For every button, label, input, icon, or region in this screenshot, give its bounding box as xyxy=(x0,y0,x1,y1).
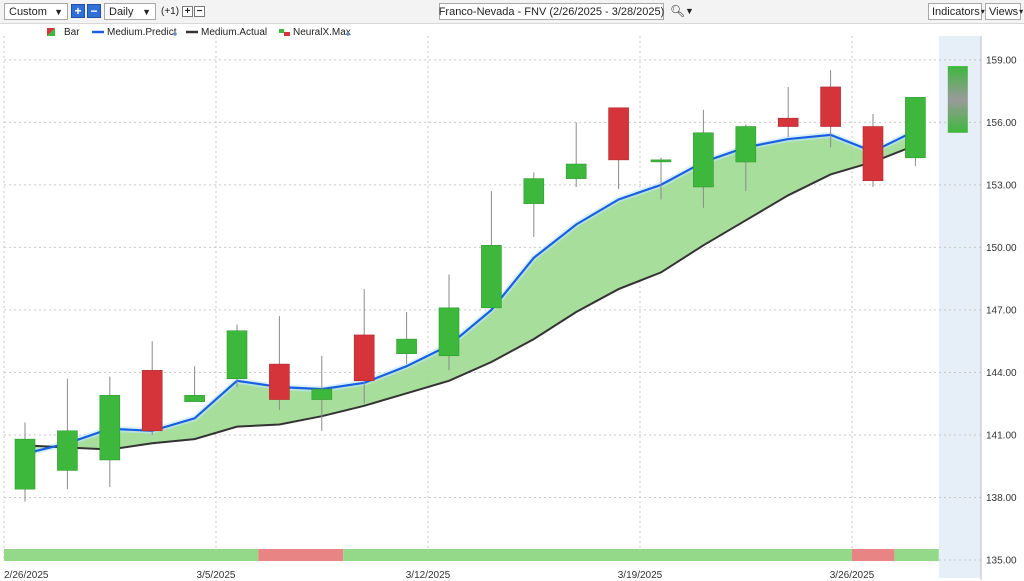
plus-icon: + xyxy=(184,5,191,17)
candle-body xyxy=(311,388,333,400)
bar-legend-icon-down xyxy=(47,28,55,36)
views-button[interactable]: Views ▾ xyxy=(985,3,1024,20)
views-label: Views xyxy=(989,5,1019,18)
candle-body xyxy=(905,97,926,159)
candle-body xyxy=(693,132,714,188)
candle-body xyxy=(481,245,502,309)
price-chart[interactable]: 159.00 156.00 153.00 150.00 147.00 144.00 141.… xyxy=(0,24,1024,581)
candle-body xyxy=(141,370,163,432)
legend-item-actual[interactable]: Medium.Actual xyxy=(186,27,267,38)
axes: 159.00 156.00 153.00 150.00 147.00 144.00 141.… xyxy=(4,36,1017,581)
period-select[interactable]: Custom ▼ xyxy=(4,3,68,20)
spread-fill xyxy=(25,130,916,454)
candle-body xyxy=(565,163,587,179)
actual-line xyxy=(24,144,916,451)
spread-area xyxy=(25,130,916,454)
settings-dot-icon[interactable] xyxy=(173,32,177,36)
y-tick-label: 144.00 xyxy=(986,368,1017,379)
candle-body xyxy=(184,395,205,402)
candle-body xyxy=(99,395,121,461)
offset-increase-button[interactable]: + xyxy=(182,6,193,17)
interval-select-value: Daily xyxy=(109,5,134,18)
legend-item-bar[interactable]: Bar xyxy=(47,27,80,38)
y-tick-label: 153.00 xyxy=(986,180,1017,191)
neural-legend-icon xyxy=(279,29,284,33)
candle-body xyxy=(14,438,36,490)
chevron-down-icon: ▾ xyxy=(980,7,985,16)
minus-icon: − xyxy=(90,4,98,18)
x-tick-label: 3/19/2025 xyxy=(618,570,663,581)
candle-body xyxy=(777,117,799,127)
toolbar: Custom ▼ + − Daily ▼ (+1) + − Franco-Nev… xyxy=(0,0,1024,24)
chevron-down-icon: ▼ xyxy=(142,6,151,17)
y-tick-label: 150.00 xyxy=(986,243,1017,254)
candles xyxy=(14,66,968,502)
candle-body xyxy=(396,338,417,354)
signal-segment xyxy=(894,549,939,561)
candle-body xyxy=(735,126,757,163)
chevron-down-icon: ▾ xyxy=(1019,7,1024,16)
neural-legend-icon-down xyxy=(284,32,290,36)
legend-label-bar: Bar xyxy=(64,27,80,38)
predict-line xyxy=(24,129,916,455)
x-tick-label: 3/26/2025 xyxy=(830,570,875,581)
zoom-in-button[interactable]: + xyxy=(71,4,85,18)
candle-body xyxy=(523,178,545,204)
zoom-out-button[interactable]: − xyxy=(87,4,101,18)
offset-decrease-button[interactable]: − xyxy=(194,6,205,17)
indicator-lines xyxy=(24,128,917,457)
signal-segment xyxy=(258,549,344,561)
x-tick-label: 3/12/2025 xyxy=(406,570,451,581)
signal-segment xyxy=(852,549,895,561)
legend-item-neural[interactable]: NeuralX.Max xyxy=(279,27,351,38)
candle-body xyxy=(650,159,672,163)
y-tick-label: 156.00 xyxy=(986,118,1017,129)
offset-label: (+1) xyxy=(161,6,180,17)
y-tick-label: 141.00 xyxy=(986,430,1017,441)
candle-body xyxy=(226,330,248,379)
interval-select[interactable]: Daily ▼ xyxy=(104,3,156,20)
minus-icon: − xyxy=(196,5,203,17)
indicators-button[interactable]: Indicators ▾ xyxy=(928,3,985,20)
legend-label-actual: Medium.Actual xyxy=(201,27,267,38)
candle-body xyxy=(438,307,460,357)
candle-body xyxy=(353,334,375,382)
candle-body xyxy=(820,86,841,127)
signal-segment xyxy=(4,549,259,561)
candle-body xyxy=(862,126,884,182)
plus-icon: + xyxy=(74,4,82,18)
search-icon[interactable]: 🔍︎ xyxy=(670,4,686,18)
y-tick-label: 138.00 xyxy=(986,493,1017,504)
y-tick-label: 159.00 xyxy=(986,55,1017,66)
y-tick-label: 135.00 xyxy=(986,556,1017,567)
chart-grid xyxy=(3,36,981,561)
candle-body xyxy=(269,363,290,400)
signal-segment xyxy=(343,549,852,561)
candle-body xyxy=(57,430,78,471)
chevron-down-icon: ▼ xyxy=(54,6,63,17)
chart-title: Franco-Nevada - FNV (2/26/2025 - 3/28/20… xyxy=(438,5,665,18)
settings-dot-icon[interactable] xyxy=(346,32,350,36)
x-tick-label: 3/5/2025 xyxy=(197,570,236,581)
chart-legend: Bar Medium.Predict Medium.Actual NeuralX… xyxy=(47,27,351,38)
legend-label-neural: NeuralX.Max xyxy=(293,27,351,38)
symbol-title-field[interactable]: Franco-Nevada - FNV (2/26/2025 - 3/28/20… xyxy=(439,3,664,20)
y-tick-label: 147.00 xyxy=(986,305,1017,316)
candle-body xyxy=(608,107,629,161)
forecast-candle xyxy=(947,66,968,133)
legend-item-predict[interactable]: Medium.Predict xyxy=(92,27,177,38)
chevron-down-icon[interactable]: ▼ xyxy=(685,6,694,16)
x-tick-label: 2/26/2025 xyxy=(4,570,49,581)
legend-label-predict: Medium.Predict xyxy=(107,27,177,38)
indicators-label: Indicators xyxy=(932,5,980,18)
period-select-value: Custom xyxy=(9,5,47,18)
signal-band xyxy=(4,549,939,561)
